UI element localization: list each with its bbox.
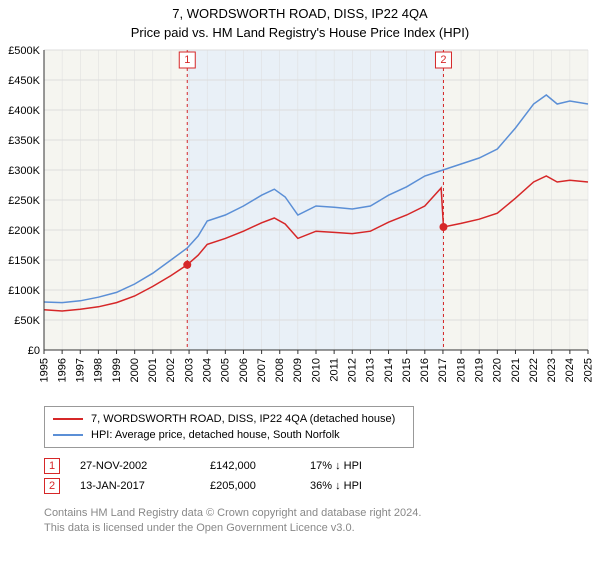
x-tick-label: 2022 xyxy=(528,358,540,382)
y-tick-label: £100K xyxy=(8,285,40,297)
legend: 7, WORDSWORTH ROAD, DISS, IP22 4QA (deta… xyxy=(44,406,414,448)
legend-item: HPI: Average price, detached house, Sout… xyxy=(53,427,405,443)
y-tick-label: £50K xyxy=(14,315,40,327)
x-tick-label: 2015 xyxy=(401,358,413,382)
x-tick-label: 2016 xyxy=(419,358,431,382)
x-tick-label: 2008 xyxy=(274,358,286,382)
x-tick-label: 2024 xyxy=(564,358,576,382)
legend-item: 7, WORDSWORTH ROAD, DISS, IP22 4QA (deta… xyxy=(53,411,405,427)
x-tick-label: 2011 xyxy=(328,358,340,382)
y-tick-label: £300K xyxy=(8,165,40,177)
top-marker-label: 2 xyxy=(440,54,446,66)
x-tick-label: 2012 xyxy=(347,358,359,382)
y-tick-label: £450K xyxy=(8,75,40,87)
footer-line-1: Contains HM Land Registry data © Crown c… xyxy=(44,506,600,521)
y-tick-label: £350K xyxy=(8,135,40,147)
sale-price: £142,000 xyxy=(210,460,290,472)
sale-row: 2 13-JAN-2017 £205,000 36% ↓ HPI xyxy=(44,476,600,496)
x-tick-label: 2014 xyxy=(383,358,395,382)
x-tick-label: 2003 xyxy=(183,358,195,382)
x-tick-label: 2013 xyxy=(365,358,377,382)
legend-swatch xyxy=(53,418,83,420)
sale-dot xyxy=(183,261,191,269)
footer-line-2: This data is licensed under the Open Gov… xyxy=(44,521,600,536)
x-tick-label: 2007 xyxy=(256,358,268,382)
legend-swatch xyxy=(53,434,83,436)
sale-diff: 36% ↓ HPI xyxy=(310,480,400,492)
top-marker-label: 1 xyxy=(184,54,190,66)
y-tick-label: £150K xyxy=(8,255,40,267)
sale-dot xyxy=(439,223,447,231)
sale-marker: 1 xyxy=(44,458,60,474)
y-tick-label: £400K xyxy=(8,105,40,117)
x-tick-label: 2018 xyxy=(455,358,467,382)
x-tick-label: 2020 xyxy=(492,358,504,382)
sale-marker: 2 xyxy=(44,478,60,494)
y-tick-label: £500K xyxy=(8,45,40,57)
x-tick-label: 1995 xyxy=(38,358,50,382)
y-tick-label: £250K xyxy=(8,195,40,207)
chart-title: 7, WORDSWORTH ROAD, DISS, IP22 4QA xyxy=(0,6,600,21)
chart-area: £0 £50K £100K £150K £200K £250K £300K £350K £400… xyxy=(0,40,600,400)
x-tick-label: 2009 xyxy=(292,358,304,382)
x-tick-label: 2021 xyxy=(510,358,522,382)
x-tick-label: 2006 xyxy=(238,358,250,382)
sale-date: 27-NOV-2002 xyxy=(80,460,190,472)
x-tick-label: 2019 xyxy=(474,358,486,382)
x-tick-label: 1996 xyxy=(56,358,68,382)
legend-label: HPI: Average price, detached house, Sout… xyxy=(91,429,340,441)
chart-subtitle: Price paid vs. HM Land Registry's House … xyxy=(0,25,600,40)
x-tick-label: 1997 xyxy=(75,358,87,382)
x-tick-label: 2000 xyxy=(129,358,141,382)
footer-attribution: Contains HM Land Registry data © Crown c… xyxy=(44,506,600,537)
x-tick-label: 2001 xyxy=(147,358,159,382)
sale-diff: 17% ↓ HPI xyxy=(310,460,400,472)
x-tick-label: 2025 xyxy=(582,358,594,382)
legend-label: 7, WORDSWORTH ROAD, DISS, IP22 4QA (deta… xyxy=(91,413,395,425)
x-tick-label: 1998 xyxy=(93,358,105,382)
x-tick-label: 1999 xyxy=(111,358,123,382)
x-tick-label: 2017 xyxy=(437,358,449,382)
x-tick-label: 2002 xyxy=(165,358,177,382)
x-tick-label: 2010 xyxy=(310,358,322,382)
sale-row: 1 27-NOV-2002 £142,000 17% ↓ HPI xyxy=(44,456,600,476)
chart-svg: £0 £50K £100K £150K £200K £250K £300K £350K £400… xyxy=(0,40,600,400)
y-tick-label: £0 xyxy=(28,345,40,357)
y-tick-label: £200K xyxy=(8,225,40,237)
sale-date: 13-JAN-2017 xyxy=(80,480,190,492)
x-tick-label: 2005 xyxy=(220,358,232,382)
x-tick-label: 2004 xyxy=(201,358,213,382)
sale-price: £205,000 xyxy=(210,480,290,492)
x-tick-label: 2023 xyxy=(546,358,558,382)
sales-table: 1 27-NOV-2002 £142,000 17% ↓ HPI 2 13-JAN-201… xyxy=(44,456,600,496)
